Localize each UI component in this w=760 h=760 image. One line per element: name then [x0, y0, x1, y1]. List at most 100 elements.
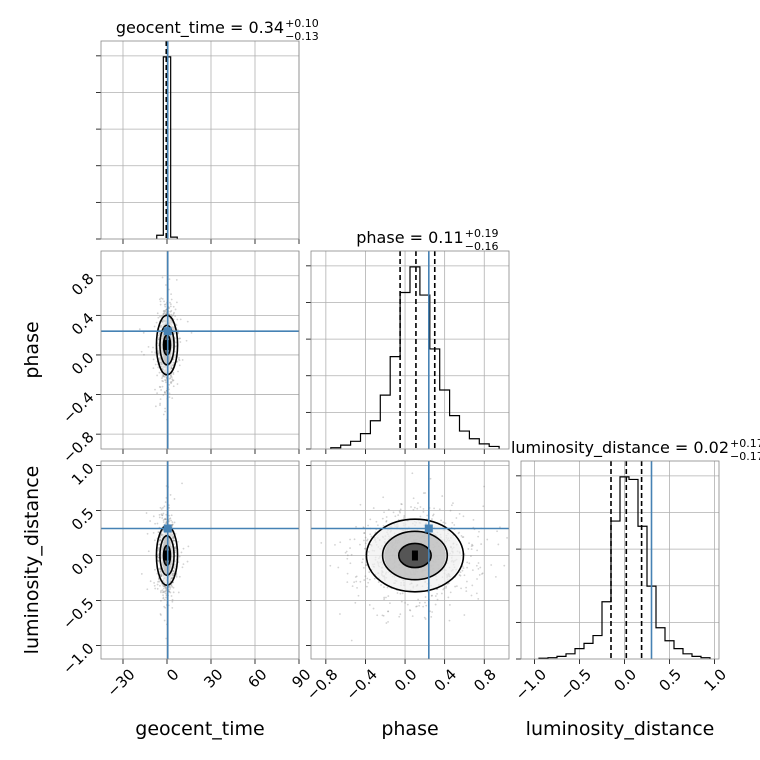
sample-point: [158, 580, 161, 583]
sample-point: [399, 613, 402, 616]
sample-point: [159, 386, 162, 389]
panel-frame: [310, 460, 510, 660]
sample-point: [187, 545, 190, 548]
sample-point: [385, 516, 388, 518]
sample-point: [162, 313, 165, 315]
sample-point: [149, 520, 152, 522]
x-tick-label: 0.0: [391, 665, 421, 695]
y-axis-label: luminosity_distance: [21, 466, 43, 655]
sample-point: [168, 506, 170, 509]
sample-point: [455, 517, 458, 519]
sample-point: [172, 572, 175, 575]
sample-point: [344, 551, 347, 554]
sample-point: [162, 374, 165, 377]
sample-point: [359, 503, 362, 506]
sample-point: [174, 549, 177, 552]
scatter-layer: [281, 461, 509, 659]
sample-point: [334, 543, 336, 546]
sample-point: [350, 639, 353, 642]
sample-point: [178, 337, 181, 340]
sample-point: [445, 585, 448, 588]
contour-line: [381, 530, 449, 581]
sample-point: [366, 577, 369, 580]
sample-point: [359, 543, 361, 546]
sample-point: [424, 492, 427, 494]
sample-point: [157, 350, 160, 353]
sample-point: [168, 377, 171, 380]
sample-point: [178, 555, 181, 558]
sample-point: [452, 502, 454, 505]
sample-point: [158, 539, 161, 542]
sample-point: [172, 570, 175, 573]
sample-point: [145, 512, 148, 514]
sample-point: [354, 601, 357, 604]
sample-point: [154, 388, 156, 391]
sample-point: [162, 597, 165, 600]
sample-point: [503, 564, 506, 567]
panel-title: luminosity_distance = 0.02: [511, 438, 729, 458]
sample-point: [170, 595, 173, 597]
sample-point: [423, 616, 426, 619]
panel-title: geocent_time = 0.34: [116, 18, 284, 38]
sample-point: [165, 520, 168, 523]
sample-point: [156, 374, 159, 377]
sample-point: [161, 315, 163, 318]
sample-point: [440, 519, 442, 522]
sample-point: [165, 518, 168, 521]
sample-point: [159, 536, 161, 539]
sample-point: [174, 308, 177, 311]
sample-point: [160, 389, 162, 391]
sample-point: [160, 297, 163, 300]
sample-point: [151, 351, 153, 353]
sample-point: [172, 573, 175, 576]
sample-point: [159, 398, 162, 401]
sample-point: [167, 458, 169, 460]
sample-point: [362, 526, 365, 529]
sample-point: [162, 519, 165, 522]
sample-point: [307, 548, 309, 550]
sample-point: [171, 378, 174, 381]
sample-point: [471, 584, 474, 587]
sample-point: [281, 594, 283, 596]
sample-point: [430, 594, 433, 597]
sample-point: [387, 620, 389, 623]
sample-point: [146, 532, 149, 535]
sample-point: [182, 563, 185, 566]
x-tick-label: −30: [103, 665, 138, 700]
sample-point: [362, 558, 364, 561]
sample-point: [162, 310, 165, 313]
sample-point: [400, 503, 403, 506]
sample-point: [173, 327, 176, 330]
sample-point: [173, 563, 176, 566]
sample-point: [174, 315, 177, 317]
panel-luminosity_distance-vs-luminosity_distance: [516, 460, 720, 664]
sample-point: [156, 312, 159, 315]
sample-point: [363, 547, 366, 550]
sample-point: [490, 564, 493, 566]
sample-point: [168, 383, 171, 386]
sample-point: [170, 376, 173, 379]
sample-point: [163, 309, 166, 312]
sample-point: [434, 603, 437, 606]
sample-point: [496, 530, 498, 533]
truth-point: [163, 327, 172, 336]
sample-point: [159, 567, 162, 570]
sample-point: [163, 375, 166, 378]
sample-point: [170, 382, 173, 385]
sample-point: [433, 507, 435, 510]
sample-point: [140, 573, 143, 575]
sample-point: [162, 594, 164, 597]
sample-point: [383, 596, 386, 599]
sample-point: [161, 517, 164, 519]
sample-point: [171, 600, 174, 603]
title-plus: +0.17: [730, 437, 760, 450]
sample-point: [442, 588, 445, 591]
sample-point: [173, 521, 176, 524]
sample-point: [153, 584, 156, 587]
sample-point: [179, 337, 182, 340]
sample-point: [164, 379, 167, 382]
sample-point: [377, 581, 380, 583]
sample-point: [470, 548, 473, 551]
sample-point: [160, 326, 162, 329]
sample-point: [397, 514, 400, 517]
